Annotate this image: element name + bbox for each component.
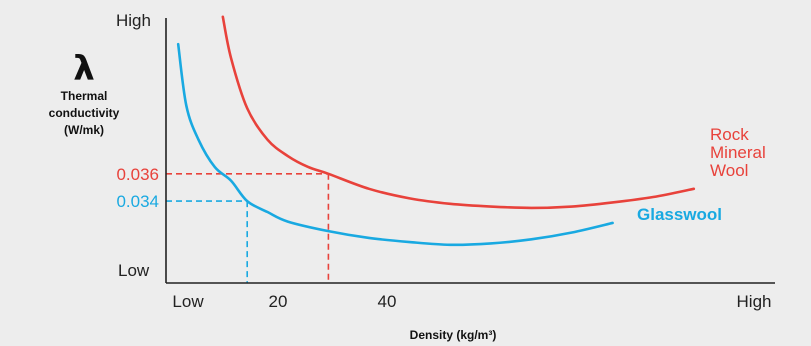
series-label-rock-mineral-wool-line-3: Wool <box>710 161 748 180</box>
x-tick-40: 40 <box>378 292 397 311</box>
series-line-1 <box>176 42 614 247</box>
series-label-rock-mineral-wool-line-2: Mineral <box>710 143 766 162</box>
y-tick-value-0-034: 0.034 <box>116 192 159 211</box>
series-line-0 <box>221 15 696 210</box>
y-axis-low-label: Low <box>118 261 150 280</box>
series-label-glasswool: Glasswool <box>637 205 722 224</box>
x-tick-low: Low <box>172 292 204 311</box>
x-tick-20: 20 <box>269 292 288 311</box>
x-axis-label: Density (kg/m³) <box>410 328 497 342</box>
y-axis-label-line-1: Thermal <box>61 89 108 103</box>
y-axis-symbol: λ <box>73 49 95 89</box>
y-tick-value-0-036: 0.036 <box>116 165 159 184</box>
x-tick-high: High <box>737 292 772 311</box>
series-label-rock-mineral-wool-line-1: Rock <box>710 125 749 144</box>
y-axis-high-label: High <box>116 11 151 30</box>
y-axis-label-line-2: conductivity <box>49 106 120 120</box>
y-axis-label-line-3: (W/mk) <box>64 123 104 137</box>
